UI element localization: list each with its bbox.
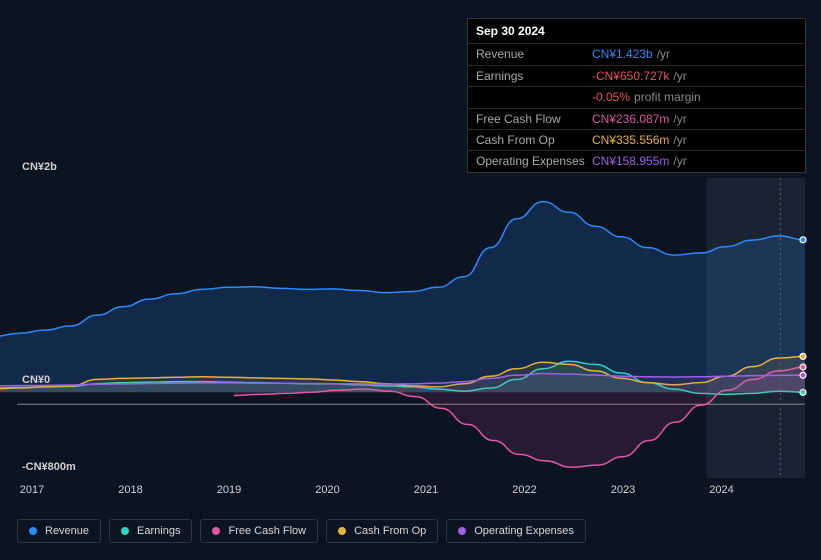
legend-dot-icon: [121, 527, 129, 535]
legend-item[interactable]: Free Cash Flow: [200, 519, 318, 543]
legend-label: Cash From Op: [354, 525, 426, 537]
financials-chart: [0, 0, 821, 560]
series-area: [0, 202, 805, 393]
x-axis-label: 2023: [611, 484, 635, 496]
legend-dot-icon: [458, 527, 466, 535]
y-axis-label: -CN¥800m: [22, 461, 76, 473]
legend-label: Revenue: [45, 525, 89, 537]
y-axis-label: CN¥2b: [22, 161, 57, 173]
legend-item[interactable]: Earnings: [109, 519, 192, 543]
legend-item[interactable]: Operating Expenses: [446, 519, 586, 543]
legend-label: Earnings: [137, 525, 180, 537]
x-axis-label: 2019: [217, 484, 241, 496]
series-end-dot: [800, 237, 806, 243]
series-end-dot: [800, 372, 806, 378]
y-axis-label: CN¥0: [22, 374, 50, 386]
x-axis-label: 2021: [414, 484, 438, 496]
legend-label: Free Cash Flow: [228, 525, 306, 537]
x-axis-label: 2024: [709, 484, 733, 496]
legend-item[interactable]: Revenue: [17, 519, 101, 543]
series-end-dot: [800, 353, 806, 359]
legend-label: Operating Expenses: [474, 525, 574, 537]
x-axis-label: 2020: [315, 484, 339, 496]
legend-dot-icon: [212, 527, 220, 535]
legend-item[interactable]: Cash From Op: [326, 519, 438, 543]
legend-dot-icon: [338, 527, 346, 535]
chart-legend: Revenue Earnings Free Cash Flow Cash From O…: [17, 519, 586, 543]
x-axis-label: 2017: [20, 484, 44, 496]
x-axis-label: 2022: [512, 484, 536, 496]
x-axis-label: 2018: [118, 484, 142, 496]
legend-dot-icon: [29, 527, 37, 535]
